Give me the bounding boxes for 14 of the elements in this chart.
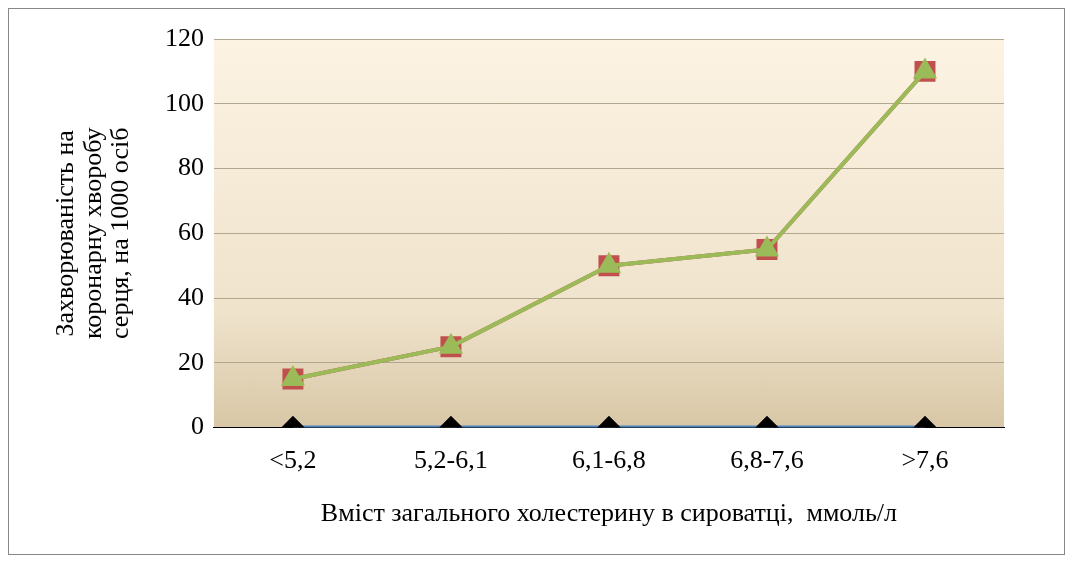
y-tick-label: 0 [190, 411, 204, 441]
x-tick-label: <5,2 [269, 445, 317, 475]
y-tick-label: 100 [164, 87, 204, 117]
y-tick-label: 20 [177, 346, 204, 376]
x-tick-label: 5,2-6,1 [414, 445, 488, 475]
y-tick-label: 60 [177, 217, 204, 247]
x-tick-label: >7,6 [901, 445, 949, 475]
y-axis-title: Захворюваність на коронарну хворобу серця, на 1000 осіб [50, 127, 135, 340]
y-tick-label: 120 [164, 22, 204, 52]
y-tick-label: 80 [177, 152, 204, 182]
x-tick-label: 6,8-7,6 [730, 445, 804, 475]
x-axis-title: Вміст загального холестерину в сироватці, ммоль/л [320, 498, 898, 528]
x-tick-label: 6,1-6,8 [572, 445, 646, 475]
y-tick-label: 40 [177, 281, 204, 311]
